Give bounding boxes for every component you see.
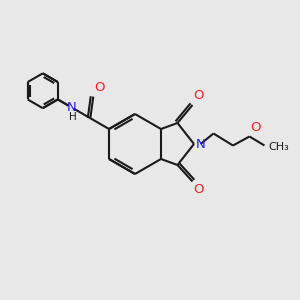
Text: O: O bbox=[194, 89, 204, 102]
Text: O: O bbox=[250, 122, 261, 134]
Text: H: H bbox=[69, 112, 77, 122]
Text: N: N bbox=[196, 137, 205, 151]
Text: O: O bbox=[94, 81, 104, 94]
Text: CH₃: CH₃ bbox=[268, 142, 289, 152]
Text: N: N bbox=[67, 101, 76, 114]
Text: O: O bbox=[194, 183, 204, 196]
